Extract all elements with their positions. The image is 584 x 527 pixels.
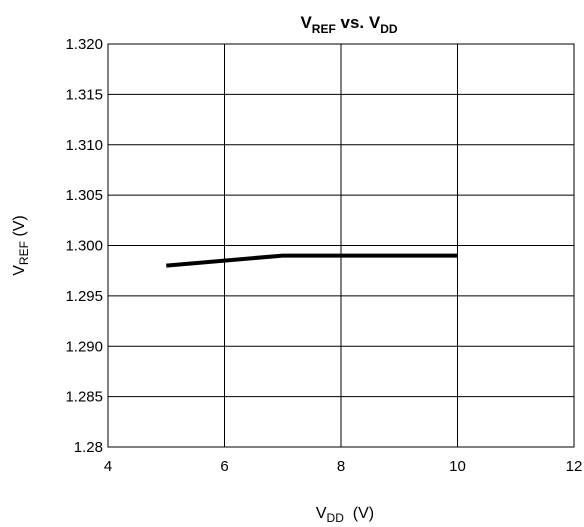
y-axis-label-base: V: [11, 265, 28, 276]
y-tick-label: 1.295: [65, 288, 103, 305]
plot-area-frame: [107, 43, 575, 448]
y-axis-label-unit: (V): [11, 215, 28, 241]
x-axis-label-unit: (V): [344, 505, 374, 522]
chart-title-base: V: [300, 13, 312, 32]
y-tick-label: 1.310: [65, 137, 103, 154]
y-tick-label: 1.320: [65, 36, 103, 53]
x-tick-label: 4: [104, 458, 112, 475]
y-tick-label: 1.315: [65, 86, 103, 103]
y-axis-label: VREF (V): [11, 215, 31, 275]
y-tick-label: 1.285: [65, 389, 103, 406]
y-tick-label: 1.305: [65, 187, 103, 204]
x-axis-ticks: 4 6 8 10 12: [104, 458, 583, 475]
x-axis-label-base: V: [316, 505, 327, 522]
chart-title-sub2: DD: [380, 22, 398, 36]
y-axis-ticks: 1.28 1.285 1.290 1.295 1.300 1.305 1.310 1.315 1…: [65, 36, 103, 456]
x-axis-label: VDD (V): [316, 505, 374, 525]
y-tick-label: 1.28: [74, 439, 103, 456]
y-axis-label-sub: REF: [17, 241, 31, 265]
x-tick-label: 6: [220, 458, 228, 475]
chart-title: VREF vs. VDD: [300, 13, 397, 36]
series-line: [166, 253, 458, 268]
x-tick-label: 10: [449, 458, 466, 475]
x-axis-label-sub: DD: [327, 511, 345, 525]
y-tick-label: 1.290: [65, 338, 103, 355]
chart-title-sub1: REF: [312, 22, 336, 36]
chart-title-mid: vs. V: [336, 13, 381, 32]
x-tick-label: 12: [566, 458, 583, 475]
grid-lines: [107, 43, 575, 448]
series-group: [166, 253, 458, 268]
x-tick-label: 8: [337, 458, 345, 475]
y-tick-label: 1.300: [65, 238, 103, 255]
